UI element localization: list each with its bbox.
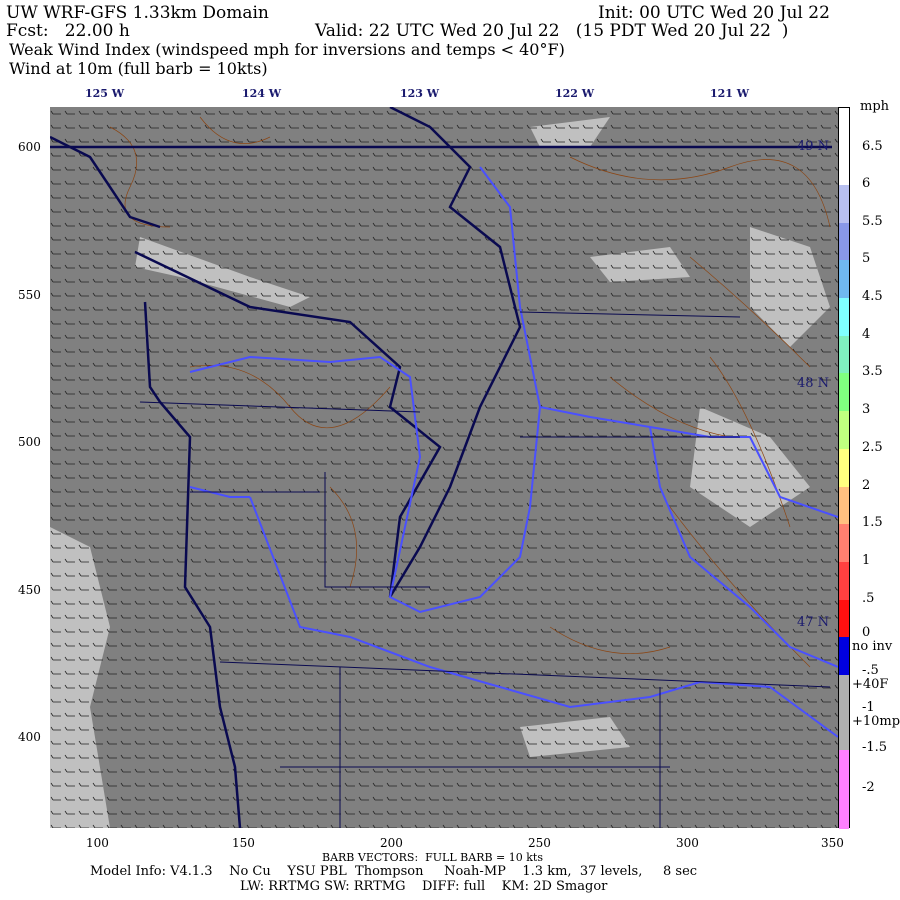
y-tick-label: 600 (18, 140, 41, 154)
physics-info: LW: RRTMG SW: RRTMG DIFF: full KM: 2D Sm… (240, 879, 608, 894)
colorbar-segment (839, 675, 849, 712)
colorbar-segment (839, 449, 849, 487)
colorbar-segment (839, 637, 849, 675)
colorbar-label: 1.5 (862, 515, 883, 530)
x-tick-label: 200 (380, 836, 403, 850)
colorbar-label: 3.5 (862, 364, 883, 379)
wind-barbs (50, 107, 838, 828)
colorbar-unit: mph (860, 99, 890, 114)
colorbar-label: 2 (862, 478, 871, 493)
colorbar-segment (839, 712, 849, 750)
colorbar-label: 6 (862, 176, 871, 191)
county-boundaries (189, 166, 838, 738)
valid-time: Valid: 22 UTC Wed 20 Jul 22 (15 PDT Wed … (315, 21, 789, 41)
colorbar-label: 2.5 (862, 440, 883, 455)
lon-label: 122 W (555, 87, 595, 100)
colorbar-label: 4.5 (862, 289, 883, 304)
colorbar-segment (839, 181, 849, 185)
barb-legend: BARB VECTORS: FULL BARB = 10 kts (322, 851, 543, 864)
colorbar-segment (839, 373, 849, 411)
colorbar-label: -1 (862, 700, 875, 715)
forecast-hour: Fcst: 22.00 h (6, 21, 130, 41)
colorbar-label: -.5 (862, 663, 879, 678)
colorbar-label: 0 (862, 625, 871, 640)
terrain-contours (109, 116, 831, 668)
y-tick-label: 550 (18, 288, 41, 302)
weather-map (50, 107, 838, 828)
colorbar-label: +10mph (852, 714, 900, 729)
map-title: UW WRF-GFS 1.33km Domain (6, 3, 269, 23)
colorbar-segment (839, 185, 849, 223)
colorbar-segment (839, 411, 849, 449)
colorbar-label: .5 (862, 591, 875, 606)
lat-label: 49 N (797, 139, 830, 154)
colorbar-segment (839, 524, 849, 562)
colorbar-label: 5 (862, 251, 871, 266)
colorbar-label: -1.5 (862, 740, 888, 755)
init-time: Init: 00 UTC Wed 20 Jul 22 (598, 3, 830, 23)
colorbar-segment (839, 336, 849, 373)
colorbar-label: 4 (862, 327, 871, 342)
x-tick-label: 150 (232, 836, 255, 850)
colorbar-label: 6.5 (862, 139, 883, 154)
colorbar-segment (839, 260, 849, 298)
model-info: Model Info: V4.1.3 No Cu YSU PBL Thompso… (90, 864, 698, 879)
county-lines (139, 311, 831, 828)
y-tick-label: 500 (18, 435, 41, 449)
lat-label: 48 N (797, 376, 830, 391)
x-tick-label: 300 (676, 836, 699, 850)
wind-description: Wind at 10m (full barb = 10kts) (9, 59, 268, 78)
coastline (50, 107, 832, 828)
colorbar (838, 107, 850, 829)
lon-label: 121 W (710, 87, 750, 100)
colorbar-segment (839, 108, 849, 181)
colorbar-label: +40F (852, 677, 889, 692)
lon-label: 124 W (242, 87, 282, 100)
field-description: Weak Wind Index (windspeed mph for inver… (9, 40, 565, 59)
lat-label: 47 N (797, 615, 830, 630)
colorbar-label: 1 (862, 553, 871, 568)
colorbar-segment (839, 223, 849, 260)
colorbar-segment (839, 298, 849, 336)
y-tick-label: 400 (18, 730, 41, 744)
colorbar-label: 3 (862, 402, 871, 417)
y-tick-label: 450 (18, 583, 41, 597)
colorbar-segment (839, 750, 849, 790)
colorbar-segment (839, 790, 849, 829)
colorbar-label: no inv (852, 639, 893, 654)
colorbar-segment (839, 487, 849, 524)
lon-label: 123 W (400, 87, 440, 100)
x-tick-label: 350 (821, 836, 844, 850)
x-tick-label: 100 (86, 836, 109, 850)
colorbar-label: 5.5 (862, 214, 883, 229)
x-tick-label: 250 (528, 836, 551, 850)
lon-label: 125 W (85, 87, 125, 100)
colorbar-segment (839, 562, 849, 600)
colorbar-segment (839, 600, 849, 637)
colorbar-label: -2 (862, 780, 875, 795)
